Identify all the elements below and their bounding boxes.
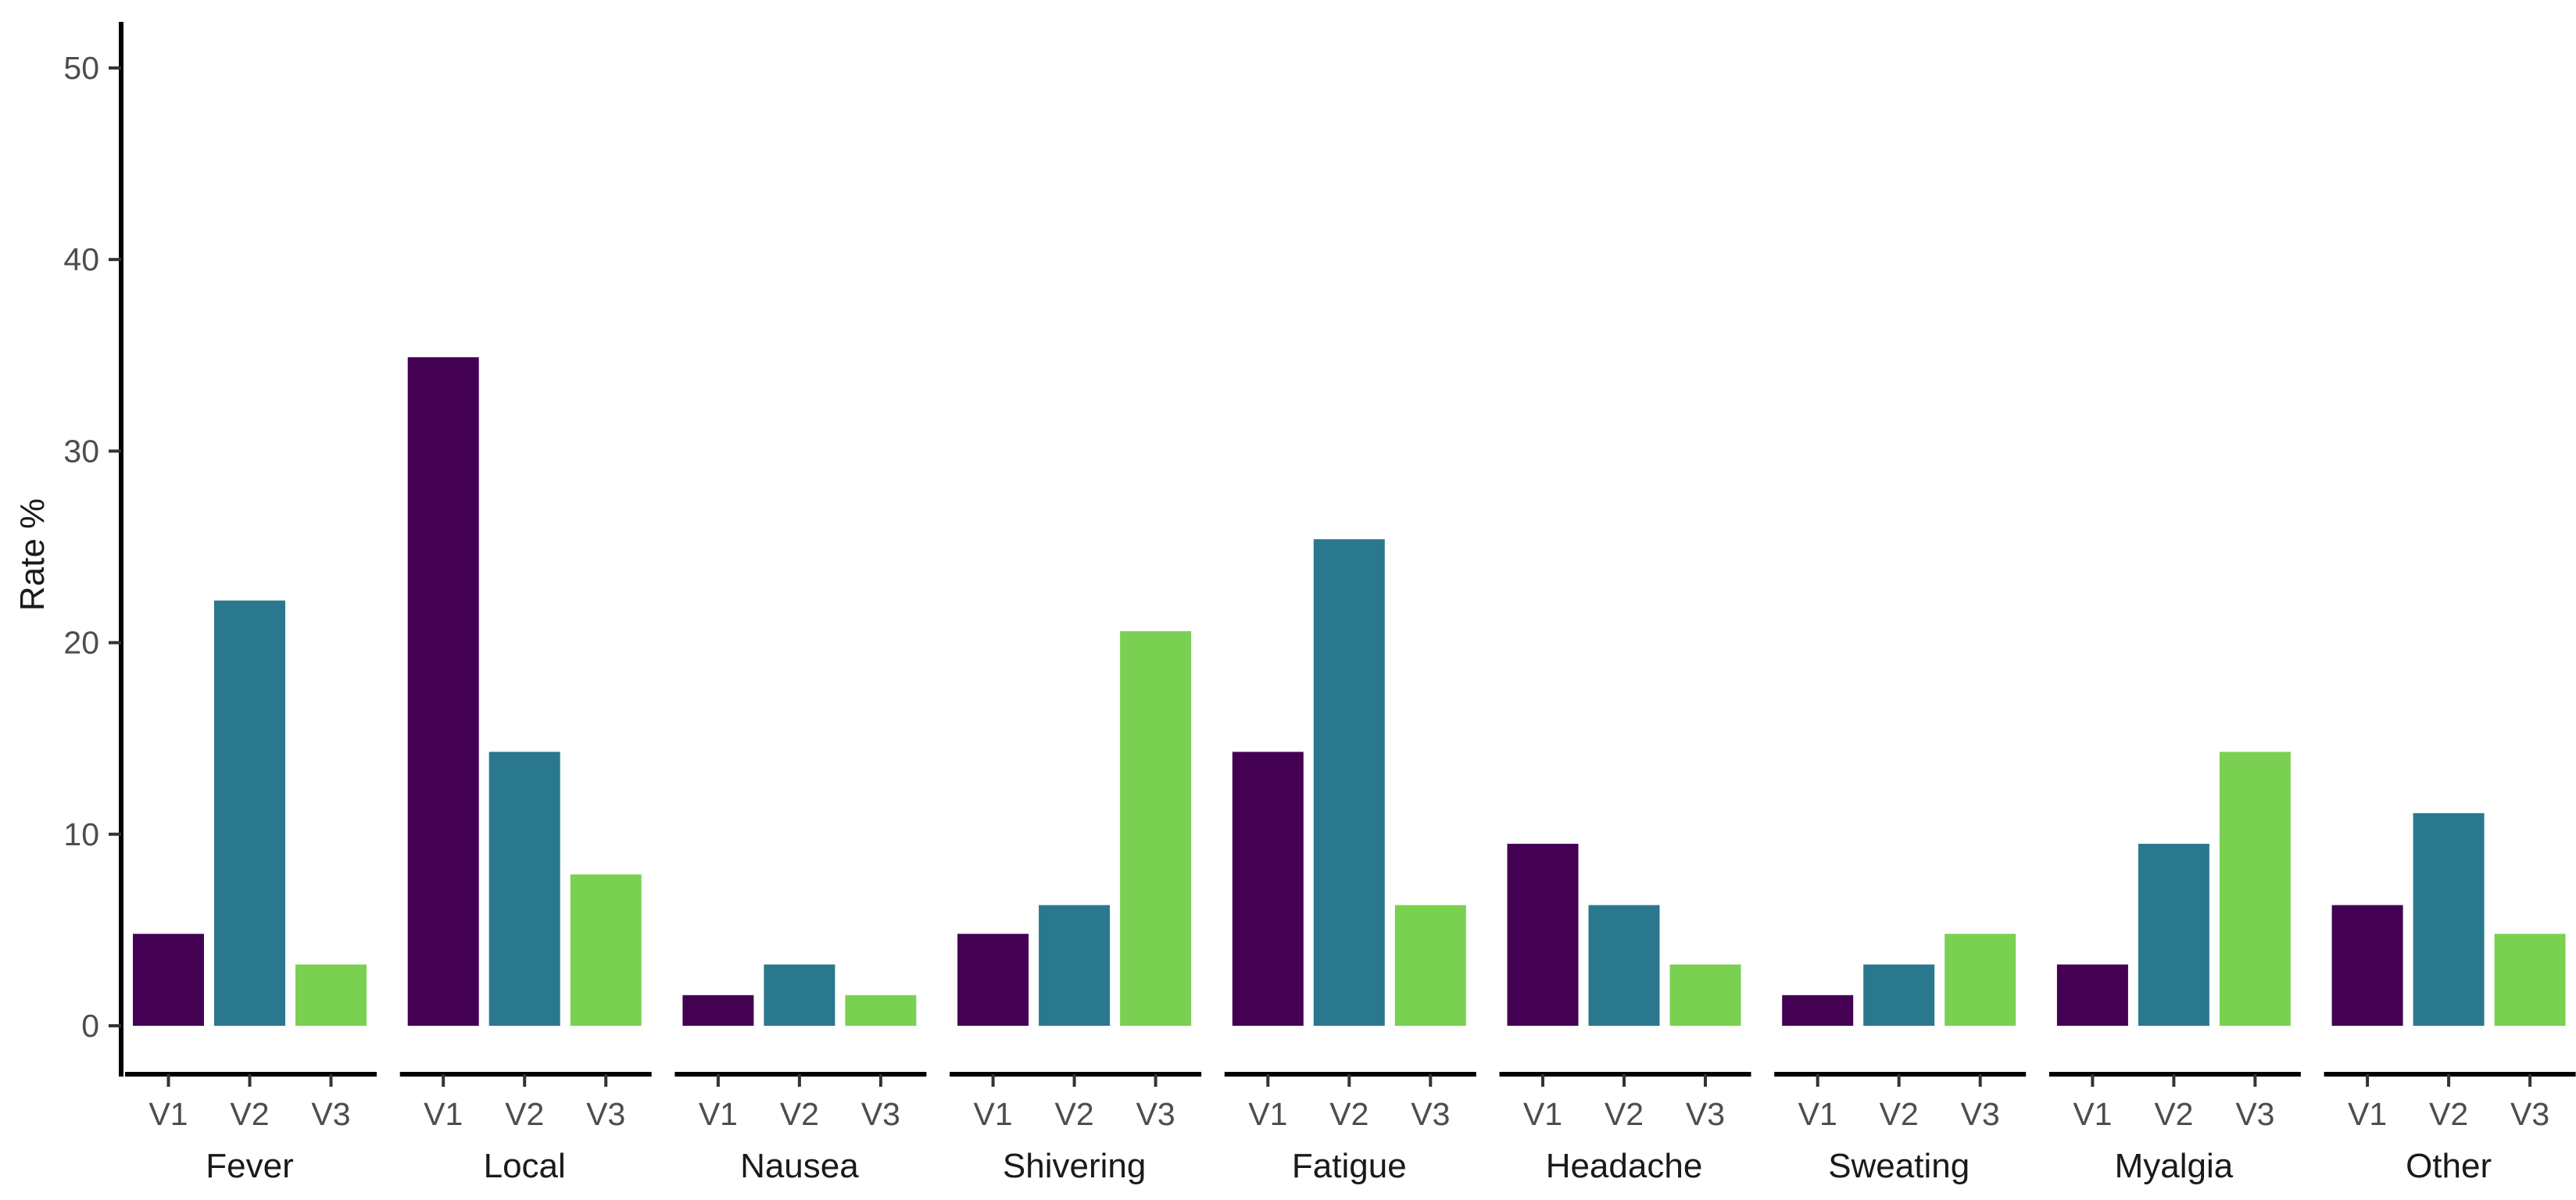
x-tick-label: V2 — [1605, 1096, 1644, 1132]
bar-sweating-v3 — [1945, 934, 2016, 1026]
x-tick-label: V2 — [230, 1096, 269, 1132]
x-tick-label: V3 — [2510, 1096, 2549, 1132]
x-tick-label: V2 — [505, 1096, 544, 1132]
x-tick-label: V1 — [1523, 1096, 1562, 1132]
bar-shivering-v3 — [1120, 630, 1192, 1026]
panel-headache: V1 V2 V3 Headache — [1499, 844, 1751, 1185]
bar-nausea-v3 — [845, 995, 917, 1026]
x-tick-label: V3 — [2235, 1096, 2274, 1132]
bar-myalgia-v3 — [2219, 752, 2291, 1026]
bar-shivering-v1 — [957, 934, 1029, 1026]
bar-headache-v1 — [1507, 844, 1579, 1026]
bar-fatigue-v2 — [1313, 539, 1385, 1026]
bar-nausea-v1 — [682, 995, 754, 1026]
x-tick-label: V2 — [2154, 1096, 2193, 1132]
x-tick-label: V3 — [1411, 1096, 1450, 1132]
x-tick-label: V3 — [586, 1096, 625, 1132]
bar-sweating-v1 — [1782, 995, 1854, 1026]
x-tick-label: V2 — [1055, 1096, 1094, 1132]
x-tick-label: V1 — [974, 1096, 1013, 1132]
x-tick-label: V2 — [780, 1096, 819, 1132]
x-tick-label: V1 — [1798, 1096, 1837, 1132]
bar-fever-v2 — [214, 600, 285, 1026]
bar-myalgia-v2 — [2138, 844, 2209, 1026]
x-tick-label: V3 — [1686, 1096, 1725, 1132]
bar-other-v2 — [2413, 812, 2485, 1026]
bar-local-v1 — [407, 357, 479, 1026]
bar-shivering-v2 — [1039, 905, 1111, 1026]
bar-nausea-v2 — [764, 964, 835, 1026]
category-label: Nausea — [740, 1147, 859, 1185]
bar-fever-v3 — [295, 964, 367, 1026]
bar-other-v1 — [2331, 905, 2403, 1026]
panel-other: V1 V2 V3 Other — [2324, 812, 2576, 1185]
y-tick-label: 10 — [63, 816, 99, 852]
bar-headache-v2 — [1588, 905, 1660, 1026]
category-label: Myalgia — [2115, 1147, 2234, 1185]
category-label: Sweating — [1828, 1147, 1970, 1185]
x-tick-label: V1 — [2348, 1096, 2387, 1132]
category-label: Shivering — [1003, 1147, 1146, 1185]
y-axis: 0 10 20 30 40 50 — [63, 22, 123, 1077]
y-tick-label: 50 — [63, 50, 99, 86]
bar-fever-v1 — [133, 934, 204, 1026]
bar-myalgia-v1 — [2056, 964, 2128, 1026]
x-tick-label: V1 — [2073, 1096, 2112, 1132]
x-tick-label: V1 — [148, 1096, 188, 1132]
panel-sweating: V1 V2 V3 Sweating — [1774, 934, 2027, 1185]
category-label: Headache — [1546, 1147, 1703, 1185]
bar-headache-v3 — [1669, 964, 1741, 1026]
x-tick-label: V3 — [1961, 1096, 2000, 1132]
x-tick-label: V2 — [1329, 1096, 1368, 1132]
panel-fever: V1 V2 V3 Fever — [125, 600, 377, 1185]
bar-sweating-v2 — [1863, 964, 1935, 1026]
category-label: Other — [2406, 1147, 2492, 1185]
bar-local-v3 — [570, 874, 642, 1026]
category-label: Fever — [206, 1147, 293, 1185]
y-tick-label: 0 — [81, 1008, 99, 1044]
panel-local: V1 V2 V3 Local — [399, 357, 652, 1185]
x-tick-label: V3 — [311, 1096, 350, 1132]
category-label: Local — [484, 1147, 566, 1185]
x-tick-label: V1 — [1248, 1096, 1287, 1132]
bar-fatigue-v3 — [1394, 905, 1466, 1026]
x-tick-label: V2 — [2429, 1096, 2468, 1132]
x-tick-label: V1 — [699, 1096, 738, 1132]
x-tick-label: V3 — [1136, 1096, 1175, 1132]
x-tick-label: V2 — [1880, 1096, 1919, 1132]
y-tick-label: 20 — [63, 625, 99, 661]
bar-other-v3 — [2494, 934, 2566, 1026]
panel-shivering: V1 V2 V3 Shivering — [950, 630, 1202, 1185]
bar-local-v2 — [488, 752, 560, 1026]
x-tick-label: V3 — [861, 1096, 900, 1132]
bar-fatigue-v1 — [1232, 752, 1304, 1026]
y-tick-label: 30 — [63, 433, 99, 469]
x-tick-label: V1 — [424, 1096, 463, 1132]
y-axis-title: Rate % — [13, 498, 52, 611]
category-label: Fatigue — [1292, 1147, 1407, 1185]
y-tick-label: 40 — [63, 241, 99, 277]
